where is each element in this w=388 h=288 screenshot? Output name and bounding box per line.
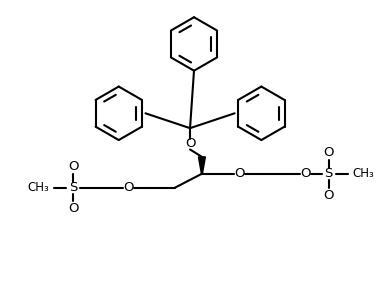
Text: CH₃: CH₃ [28, 181, 49, 194]
Text: O: O [324, 146, 334, 159]
Text: CH₃: CH₃ [352, 167, 374, 180]
Text: O: O [234, 167, 245, 180]
Text: O: O [68, 160, 78, 173]
Text: O: O [68, 202, 78, 215]
Text: O: O [123, 181, 134, 194]
Polygon shape [198, 157, 205, 174]
Text: O: O [301, 167, 311, 180]
Text: O: O [324, 189, 334, 202]
Text: S: S [324, 167, 333, 180]
Text: S: S [69, 181, 77, 194]
Text: O: O [185, 137, 195, 151]
